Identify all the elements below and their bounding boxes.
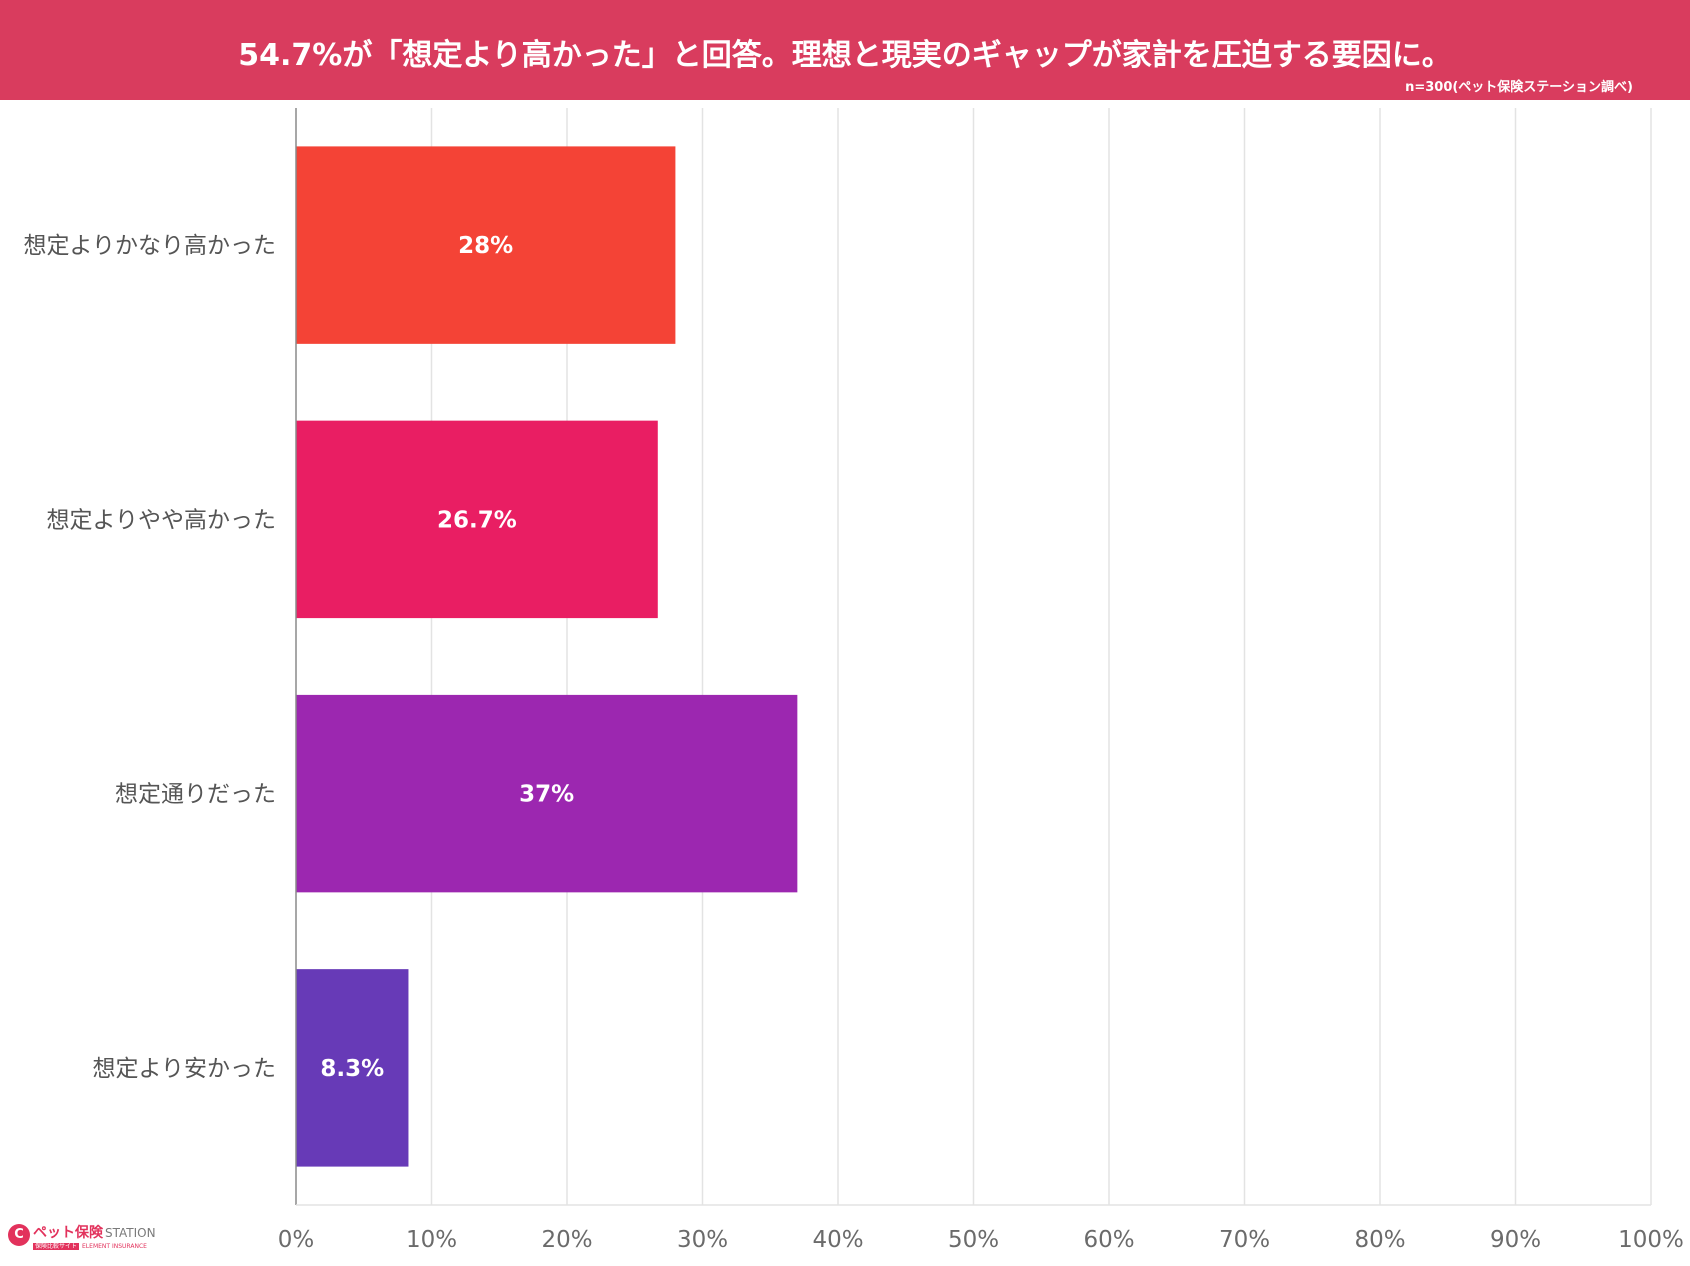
bars: 28% 26.7% 37% 8.3% (296, 146, 798, 1167)
category-label: 想定よりやや高かった (46, 507, 276, 533)
category-label: 想定より安かった (92, 1056, 276, 1082)
logo-brand-text: ペット保険 (33, 1225, 103, 1241)
sample-note: n=300(ペット保険ステーション調べ) (1405, 80, 1633, 95)
x-tick-label: 60% (1083, 1227, 1134, 1253)
brand-logo: C ペット保険 STATION 保険比較サイト ELEMENT INSURANCE (8, 1222, 168, 1252)
logo-brand-sub: STATION (105, 1226, 156, 1240)
chart-header: 54.7%が「想定より高かった」と回答。理想と現実のギャップが家計を圧迫する要因… (0, 0, 1690, 100)
bar-value-label: 28% (458, 233, 513, 259)
logo-brand: ペット保険 STATION (33, 1222, 156, 1242)
category-label: 想定よりかなり高かった (23, 233, 276, 259)
bar (296, 694, 798, 893)
category-label: 想定通りだった (115, 782, 276, 808)
logo-tag-text: ELEMENT INSURANCE (82, 1243, 147, 1250)
x-tick-label: 30% (677, 1227, 728, 1253)
x-tick-label: 40% (812, 1227, 863, 1253)
x-tick-label: 50% (948, 1227, 999, 1253)
gridlines (430, 108, 1652, 1205)
logo-tag-box: 保険比較サイト (33, 1243, 80, 1250)
bar-value-label: 26.7% (437, 507, 517, 533)
axes: 0% 10% 20% 30% 40% 50% 60% 70% 80% 90% 100% 想定よりかなり… (23, 108, 1684, 1253)
bar-value-label: 37% (519, 782, 574, 808)
x-tick-label: 80% (1354, 1227, 1405, 1253)
x-tick-label: 90% (1490, 1227, 1541, 1253)
bar (296, 420, 658, 619)
x-tick-label: 20% (541, 1227, 592, 1253)
logo-tagline: 保険比較サイト ELEMENT INSURANCE (33, 1241, 147, 1250)
chart-title: 54.7%が「想定より高かった」と回答。理想と現実のギャップが家計を圧迫する要因… (238, 38, 1452, 73)
bar (296, 969, 409, 1167)
heart-c-logo-icon: C (8, 1224, 30, 1246)
bar-value-label: 8.3% (320, 1056, 384, 1082)
x-tick-label: 0% (278, 1227, 315, 1253)
x-tick-label: 70% (1219, 1227, 1270, 1253)
bar (296, 146, 676, 344)
x-tick-label: 100% (1618, 1227, 1684, 1253)
x-tick-label: 10% (406, 1227, 457, 1253)
